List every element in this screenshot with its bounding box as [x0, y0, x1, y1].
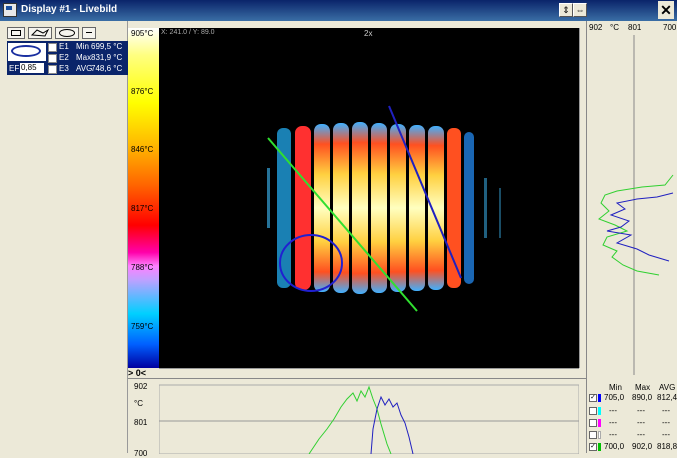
legend-avg: ---: [662, 430, 670, 439]
legend-header-min: Min: [609, 383, 622, 392]
legend-avg: 818,8: [657, 442, 677, 451]
app-icon: [3, 3, 17, 17]
ef-label: EF: [9, 64, 20, 73]
legend-min: 700,0: [604, 442, 625, 451]
vertical-profile-panel: 902 °C 801 700: [586, 21, 677, 376]
window-title: Display #1 - Livebild: [21, 4, 118, 15]
legend-checkbox[interactable]: ✓: [589, 443, 597, 451]
legend-checkbox[interactable]: [589, 419, 597, 427]
e2-checkbox[interactable]: [48, 54, 57, 63]
measurement-ellipse[interactable]: [279, 234, 343, 292]
rectangle-tool-icon[interactable]: [7, 27, 25, 39]
legend-min: 705,0: [604, 393, 625, 402]
series-color-swatch: [598, 394, 601, 402]
legend-checkbox[interactable]: [589, 431, 597, 439]
profile-min: 700: [663, 23, 677, 32]
legend-max: ---: [637, 406, 645, 415]
scale-label: 759°C: [131, 322, 154, 331]
thermal-image: [267, 105, 501, 312]
series-color-swatch: [598, 443, 601, 451]
minus-tool-icon[interactable]: [82, 27, 96, 39]
color-scale: 905°C 876°C 846°C 817°C 788°C 759°C: [128, 28, 159, 368]
legend-avg: 812,4: [657, 393, 677, 402]
legend-avg: ---: [662, 418, 670, 427]
title-bar: Display #1 - Livebild ⇕ ⇔ ✕: [0, 0, 677, 21]
max-label: Max: [76, 53, 92, 62]
vertical-profile-chart: [598, 35, 674, 375]
max-value: 831,9 °C: [91, 53, 123, 62]
color-gradient: [128, 28, 159, 368]
green-profile-line[interactable]: [267, 137, 418, 312]
avg-value: 748,6 °C: [91, 64, 123, 73]
legend-row: --- --- ---: [587, 430, 677, 441]
series-color-swatch: [598, 419, 601, 427]
min-value: 699,5 °C: [91, 42, 123, 51]
blue-profile-line[interactable]: [388, 105, 462, 279]
e1-label: E1: [59, 42, 69, 51]
horizontal-arrows-icon[interactable]: ⇔: [573, 3, 587, 17]
measurement-info: EF 0,85 E1 Min 699,5 °C E2 Max 831,9 °C …: [7, 41, 128, 75]
legend-max: ---: [637, 430, 645, 439]
left-panel: EF 0,85 E1 Min 699,5 °C E2 Max 831,9 °C …: [0, 21, 128, 453]
e1-checkbox[interactable]: [48, 43, 57, 52]
e2-label: E2: [59, 53, 69, 62]
legend-min: ---: [609, 430, 617, 439]
axis-arrows: > 0<: [128, 368, 147, 378]
horizontal-scrollbar[interactable]: [159, 368, 579, 378]
coordinate-readout: X: 241.0 / Y: 89.0: [161, 29, 215, 36]
profile-top-label: 902: [134, 382, 148, 391]
vertical-arrows-icon[interactable]: ⇕: [559, 3, 573, 17]
scale-label: 788°C: [131, 263, 154, 272]
scale-label: 846°C: [131, 145, 154, 154]
profile-legend: Min Max AVG ✓ 705,0 890,0 812,4 --- --- …: [586, 376, 677, 453]
legend-checkbox[interactable]: ✓: [589, 394, 597, 402]
profile-low-label: 700: [134, 449, 148, 458]
legend-row: ✓ 700,0 902,0 818,8: [587, 442, 677, 453]
avg-label: AVG: [76, 64, 93, 73]
legend-checkbox[interactable]: [589, 407, 597, 415]
profile-unit: °C: [610, 23, 619, 32]
coil-windings: [267, 122, 501, 294]
vertical-scrollbar[interactable]: [579, 28, 587, 368]
thermal-image-view[interactable]: X: 241.0 / Y: 89.0 2x: [159, 28, 579, 368]
legend-avg: ---: [662, 406, 670, 415]
profile-mid: 801: [628, 23, 642, 32]
legend-max: ---: [637, 418, 645, 427]
zoom-level: 2x: [364, 29, 373, 38]
legend-row: ✓ 705,0 890,0 812,4: [587, 393, 677, 404]
series-color-swatch: [598, 407, 601, 415]
e3-label: E3: [59, 64, 69, 73]
legend-max: 902,0: [632, 442, 653, 451]
legend-row: --- --- ---: [587, 418, 677, 429]
profile-unit-label: °C: [134, 399, 143, 408]
legend-max: 890,0: [632, 393, 653, 402]
horizontal-profile-panel: 902 °C 801 700: [128, 378, 586, 458]
legend-row: --- --- ---: [587, 406, 677, 417]
horizontal-profile-chart: [159, 384, 579, 454]
close-button[interactable]: ✕: [658, 1, 674, 19]
ef-input[interactable]: 0,85: [20, 63, 44, 73]
legend-min: ---: [609, 418, 617, 427]
e3-checkbox[interactable]: [48, 65, 57, 74]
series-color-swatch: [598, 431, 601, 439]
legend-header-avg: AVG: [659, 383, 676, 392]
legend-header-max: Max: [635, 383, 651, 392]
ellipse-tool-icon[interactable]: [55, 27, 79, 39]
scale-label: 905°C: [131, 29, 154, 38]
legend-min: ---: [609, 406, 617, 415]
profile-header: 902 °C 801 700: [587, 21, 677, 35]
scale-label: 876°C: [131, 87, 154, 96]
min-label: Min: [76, 42, 89, 51]
scale-label: 817°C: [131, 204, 154, 213]
ellipse-preview-icon: [8, 43, 46, 61]
profile-mid-label: 801: [134, 418, 148, 427]
profile-max: 902: [589, 23, 603, 32]
polygon-tool-icon[interactable]: [28, 27, 52, 39]
